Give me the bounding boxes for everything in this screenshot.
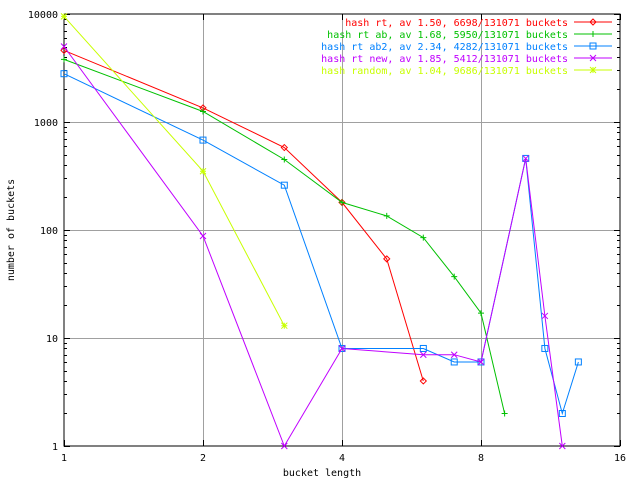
legend-marker	[590, 31, 596, 37]
data-point	[61, 56, 67, 63]
data-point	[419, 351, 427, 359]
data-point	[200, 108, 206, 115]
data-point	[60, 70, 68, 78]
legend-marker	[589, 42, 597, 50]
series-line	[63, 73, 579, 416]
data-point	[478, 310, 484, 317]
legend-label: hash rt ab2, av 2.34, 4282/131071 bucket…	[321, 42, 568, 53]
data-point	[419, 344, 427, 352]
legend-item: hash rt ab, av 1.68, 5950/131071 buckets	[327, 30, 612, 41]
data-point	[558, 442, 566, 450]
series-line	[63, 46, 563, 448]
legend-item: hash rt ab2, av 2.34, 4282/131071 bucket…	[321, 42, 612, 53]
data-point	[60, 13, 68, 20]
legend-item: hash random, av 1.04, 9686/131071 bucket…	[321, 66, 612, 77]
data-point	[419, 377, 428, 385]
x-tick-label: 4	[339, 453, 345, 464]
data-point	[541, 344, 549, 352]
axis-ticks: 1 2 4 8 16 1 10 100 1000 10000	[28, 10, 626, 464]
data-point	[199, 167, 207, 175]
legend-label: hash random, av 1.04, 9686/131071 bucket…	[321, 66, 568, 77]
data-point	[383, 255, 391, 263]
y-axis-label: number of buckets	[6, 179, 17, 281]
series-line	[63, 49, 424, 382]
x-tick-label: 8	[478, 453, 484, 464]
data-point	[280, 322, 288, 330]
legend-item: hash rt new, av 1.85, 5412/131071 bucket…	[321, 54, 612, 65]
series-layer	[60, 13, 582, 450]
data-point	[339, 199, 345, 206]
legend-item: hash rt, av 1.50, 6698/131071 buckets	[345, 18, 612, 29]
data-point	[477, 358, 485, 366]
x-axis-label: bucket length	[283, 468, 361, 479]
data-point	[199, 136, 207, 144]
legend-label: hash rt ab, av 1.68, 5950/131071 buckets	[327, 30, 568, 41]
y-tick-label: 100	[40, 226, 58, 237]
data-point	[383, 212, 390, 219]
y-tick-label: 1	[52, 442, 58, 453]
grid	[64, 14, 620, 446]
series-1	[60, 46, 428, 385]
data-point	[451, 273, 458, 280]
data-point	[541, 312, 549, 320]
data-point	[281, 156, 288, 163]
data-point	[558, 409, 566, 417]
series-5	[60, 13, 288, 330]
data-point	[420, 234, 427, 241]
series-2	[61, 56, 508, 417]
y-tick-label: 10	[46, 334, 58, 345]
y-tick-label: 1000	[34, 118, 58, 129]
legend-marker	[589, 54, 597, 62]
legend: hash rt, av 1.50, 6698/131071 bucketshas…	[321, 18, 612, 77]
legend-label: hash rt, av 1.50, 6698/131071 buckets	[345, 18, 568, 29]
series-4	[60, 43, 566, 450]
data-point	[338, 345, 346, 352]
data-point	[501, 410, 508, 417]
legend-label: hash rt new, av 1.85, 5412/131071 bucket…	[321, 54, 568, 65]
data-point	[522, 155, 530, 162]
data-point	[60, 43, 68, 50]
data-point	[199, 232, 207, 240]
data-point	[574, 358, 582, 366]
x-tick-label: 16	[614, 453, 626, 464]
data-point	[477, 358, 485, 366]
legend-marker	[589, 18, 597, 26]
data-point	[450, 358, 458, 366]
data-point	[280, 143, 289, 152]
y-tick-label: 10000	[28, 10, 58, 21]
x-tick-label: 2	[200, 453, 206, 464]
data-point	[280, 181, 288, 189]
x-tick-label: 1	[61, 453, 67, 464]
legend-marker	[589, 66, 597, 74]
data-point	[450, 351, 458, 359]
data-point	[280, 442, 288, 450]
